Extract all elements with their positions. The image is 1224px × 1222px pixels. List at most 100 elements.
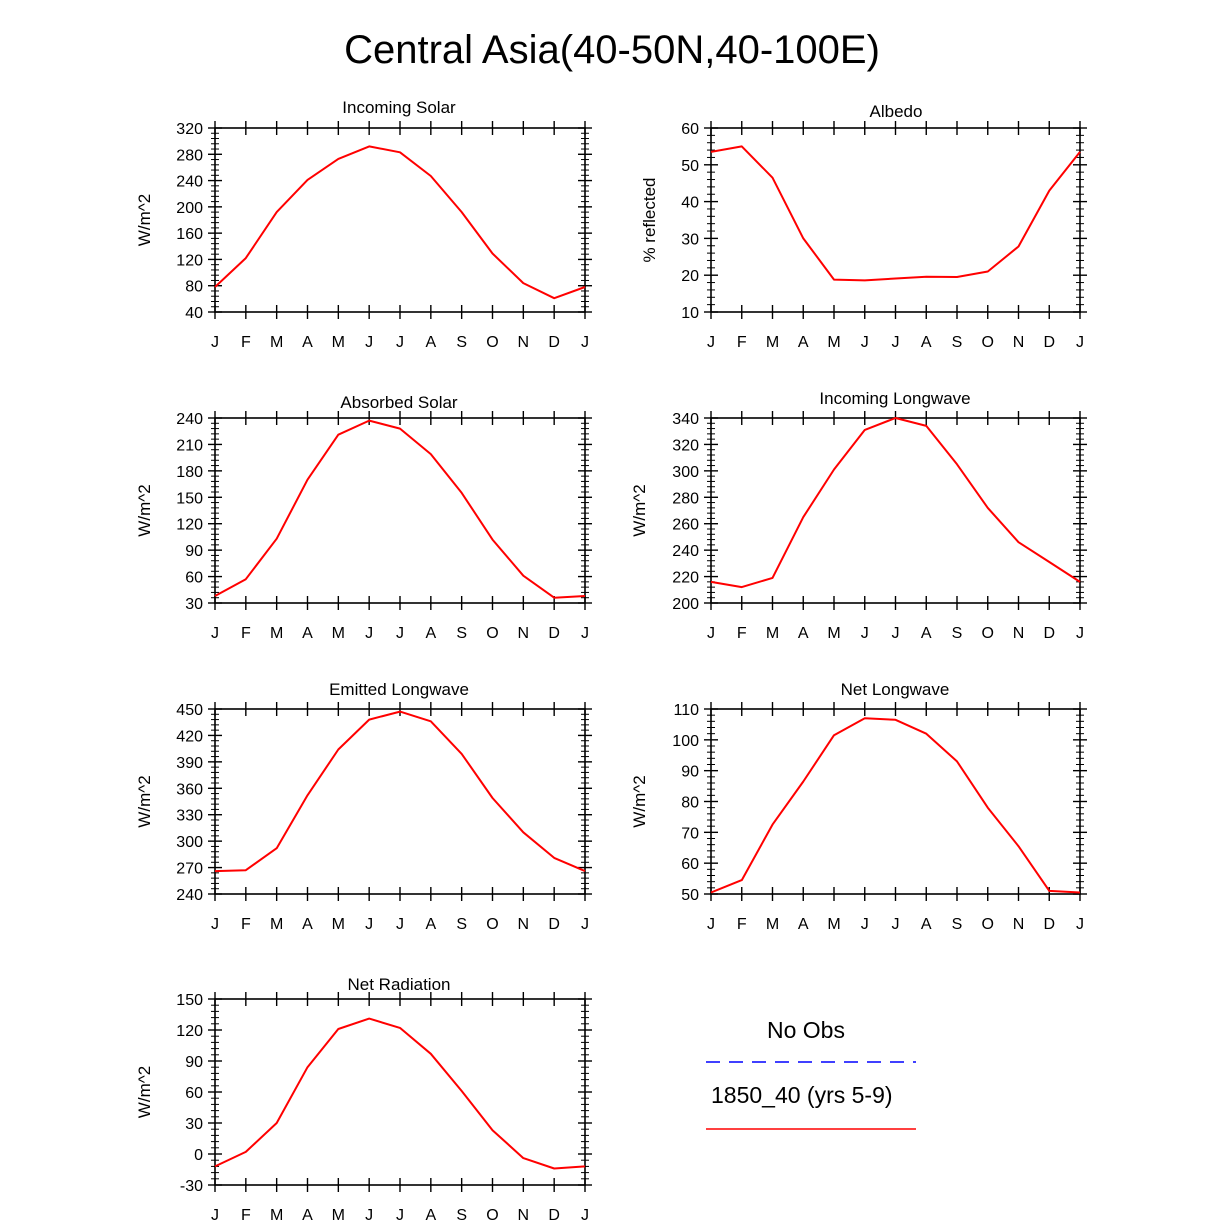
x-tick-label: M: [827, 625, 840, 642]
y-tick-label: 150: [176, 490, 203, 507]
x-tick-label: N: [518, 1207, 530, 1222]
x-tick-label: N: [1013, 916, 1025, 933]
series-line: [214, 1017, 586, 1170]
chart-panel-6: J F M A M J J A S O N D J 50 60 70 80 90 100 110 Net Longwav…: [630, 680, 1087, 933]
x-tick-label: J: [396, 1207, 404, 1222]
x-tick-label: O: [982, 334, 994, 351]
x-tick-label: D: [548, 1207, 560, 1222]
y-tick-label: 90: [185, 543, 203, 560]
y-tick-label: 320: [672, 437, 699, 454]
y-axis-label: W/m^2: [630, 775, 649, 827]
y-tick-label: 320: [176, 121, 203, 138]
y-tick-label: 100: [672, 733, 699, 750]
y-tick-label: 200: [176, 200, 203, 217]
y-tick-label: 80: [185, 279, 203, 296]
y-tick-label: 0: [194, 1147, 203, 1164]
y-tick-label: 60: [681, 856, 699, 873]
plot-frame: [214, 417, 586, 604]
x-tick-label: M: [766, 625, 779, 642]
series-line: [710, 717, 1081, 894]
y-tick-label: 120: [176, 252, 203, 269]
x-tick-label: M: [270, 625, 283, 642]
x-tick-label: J: [396, 916, 404, 933]
x-tick-label: D: [548, 625, 560, 642]
x-tick-label: S: [456, 1207, 467, 1222]
panel-title: Emitted Longwave: [329, 680, 469, 699]
y-tick-label: 280: [176, 147, 203, 164]
x-tick-label: S: [456, 625, 467, 642]
chart-panel-5: J F M A M J J A S O N D J 240 270 300 330 360 390 420 450 Emi…: [135, 680, 592, 933]
x-tick-label: S: [952, 334, 963, 351]
x-tick-label: F: [241, 916, 251, 933]
x-tick-label: J: [211, 625, 219, 642]
x-tick-label: J: [396, 334, 404, 351]
x-tick-label: J: [1076, 916, 1084, 933]
x-tick-label: F: [737, 625, 747, 642]
y-axis-label: W/m^2: [135, 194, 154, 246]
y-tick-label: 160: [176, 226, 203, 243]
series-line: [710, 417, 1081, 589]
y-axis-label: % reflected: [640, 177, 659, 262]
y-tick-label: 10: [681, 305, 699, 322]
y-tick-label: 120: [176, 517, 203, 534]
panel-title: Net Longwave: [841, 680, 950, 699]
x-tick-label: A: [425, 625, 436, 642]
x-tick-label: J: [861, 625, 869, 642]
x-tick-label: J: [365, 1207, 373, 1222]
x-tick-label: O: [486, 1207, 498, 1222]
y-tick-label: 30: [185, 596, 203, 613]
plot-frame: [214, 708, 586, 895]
legend-obs-label: No Obs: [767, 1017, 845, 1043]
y-tick-label: -30: [180, 1178, 203, 1195]
y-tick-label: 360: [176, 781, 203, 798]
y-tick-label: 300: [672, 464, 699, 481]
x-tick-label: M: [270, 1207, 283, 1222]
y-tick-label: 50: [681, 158, 699, 175]
plot-frame: [710, 417, 1081, 604]
chart-panel-2: J F M A M J J A S O N D J 10 20 30 40 50 60 Albedo % reflect…: [640, 102, 1087, 351]
y-tick-label: 60: [681, 121, 699, 138]
x-tick-label: M: [332, 916, 345, 933]
x-tick-label: J: [707, 916, 715, 933]
y-tick-label: 20: [681, 268, 699, 285]
x-tick-label: J: [861, 916, 869, 933]
y-tick-label: 60: [185, 1085, 203, 1102]
x-tick-label: F: [241, 1207, 251, 1222]
chart-panel-3: J F M A M J J A S O N D J 30 60 90 120 150 180 210 240 Absorb…: [135, 393, 592, 642]
y-tick-label: 80: [681, 795, 699, 812]
legend-model-label: 1850_40 (yrs 5-9): [711, 1082, 893, 1108]
x-tick-label: J: [707, 334, 715, 351]
x-tick-label: A: [798, 916, 809, 933]
x-tick-label: F: [737, 916, 747, 933]
x-tick-label: A: [425, 1207, 436, 1222]
x-tick-label: M: [332, 334, 345, 351]
series-line: [214, 145, 586, 300]
x-tick-label: O: [486, 916, 498, 933]
x-tick-label: D: [1043, 625, 1055, 642]
x-tick-label: M: [827, 334, 840, 351]
x-tick-label: F: [737, 334, 747, 351]
y-tick-label: 340: [672, 411, 699, 428]
x-tick-label: A: [302, 916, 313, 933]
x-tick-label: M: [270, 916, 283, 933]
x-tick-label: N: [518, 916, 530, 933]
y-tick-label: 210: [176, 437, 203, 454]
y-tick-label: 240: [672, 543, 699, 560]
x-tick-label: A: [302, 334, 313, 351]
x-tick-label: J: [211, 1207, 219, 1222]
panel-title: Absorbed Solar: [340, 393, 458, 412]
y-tick-label: 330: [176, 808, 203, 825]
y-tick-label: 180: [176, 464, 203, 481]
series-line: [214, 419, 586, 599]
y-tick-label: 60: [185, 570, 203, 587]
x-tick-label: J: [861, 334, 869, 351]
x-tick-label: S: [456, 334, 467, 351]
y-axis-label: W/m^2: [135, 775, 154, 827]
y-tick-label: 390: [176, 755, 203, 772]
x-tick-label: J: [581, 916, 589, 933]
x-tick-label: M: [766, 334, 779, 351]
x-tick-label: O: [982, 916, 994, 933]
panel-title: Net Radiation: [347, 975, 450, 994]
chart-panel-4: J F M A M J J A S O N D J 200 220 240 260 280 300 320 340 Inc…: [630, 389, 1087, 642]
